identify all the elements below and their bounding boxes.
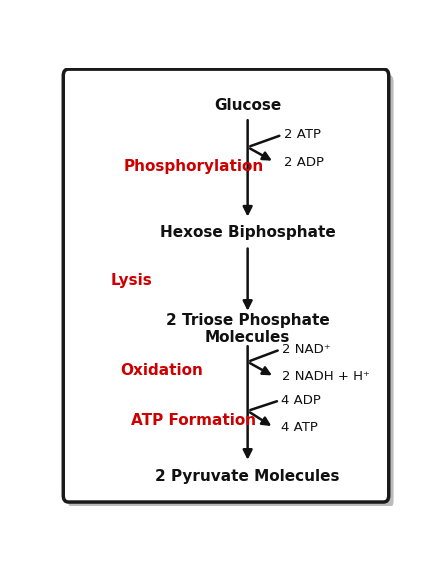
FancyBboxPatch shape	[68, 75, 393, 508]
Text: Glucose: Glucose	[214, 98, 281, 113]
FancyBboxPatch shape	[63, 69, 389, 502]
Text: ATP Formation: ATP Formation	[131, 414, 256, 428]
Text: 2 ADP: 2 ADP	[284, 155, 324, 168]
Text: Hexose Biphosphate: Hexose Biphosphate	[160, 225, 335, 240]
Text: 2 Pyruvate Molecules: 2 Pyruvate Molecules	[155, 469, 340, 484]
Text: Phosphorylation: Phosphorylation	[124, 159, 264, 174]
Text: Oxidation: Oxidation	[120, 363, 203, 378]
Text: 4 ATP: 4 ATP	[281, 421, 318, 434]
Text: 2 NADH + H⁺: 2 NADH + H⁺	[282, 370, 370, 384]
Text: 2 ATP: 2 ATP	[284, 129, 321, 141]
Text: 4 ADP: 4 ADP	[281, 394, 321, 407]
Text: 2 NAD⁺: 2 NAD⁺	[282, 343, 330, 356]
Text: Lysis: Lysis	[110, 273, 152, 288]
Text: 2 Triose Phosphate
Molecules: 2 Triose Phosphate Molecules	[166, 313, 330, 345]
